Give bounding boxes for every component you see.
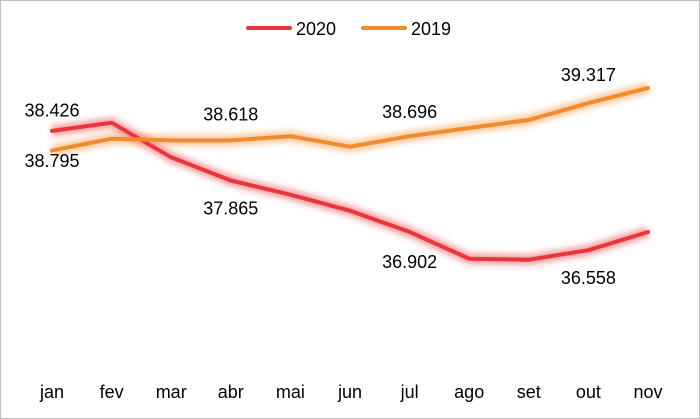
legend-label-2020: 2020 (296, 19, 336, 39)
x-tick-jun: jun (337, 382, 362, 402)
x-axis: jan fev mar abr mai jun jul ago set out nov (39, 382, 663, 402)
legend: 2020 2019 (246, 19, 451, 39)
x-tick-mar: mar (156, 382, 187, 402)
x-tick-abr: abr (218, 382, 244, 402)
data-label-2020-jul: 36.902 (382, 252, 437, 272)
data-label-2020-jan: 38.795 (24, 151, 79, 171)
x-tick-jan: jan (39, 382, 64, 402)
x-tick-set: set (517, 382, 541, 402)
data-label-2019-jul: 38.696 (382, 102, 437, 122)
data-label-2020-out: 36.558 (561, 268, 616, 288)
x-tick-fev: fev (100, 382, 124, 402)
x-tick-nov: nov (633, 382, 662, 402)
legend-label-2019: 2019 (411, 19, 451, 39)
data-label-2019-jan: 38.426 (24, 101, 79, 121)
data-label-2019-out: 39.317 (561, 65, 616, 85)
x-tick-out: out (576, 382, 601, 402)
x-tick-ago: ago (454, 382, 484, 402)
data-label-2019-abr: 38.618 (203, 104, 258, 124)
x-tick-mai: mai (276, 382, 305, 402)
data-label-2020-abr: 37.865 (203, 199, 258, 219)
x-tick-jul: jul (400, 382, 419, 402)
